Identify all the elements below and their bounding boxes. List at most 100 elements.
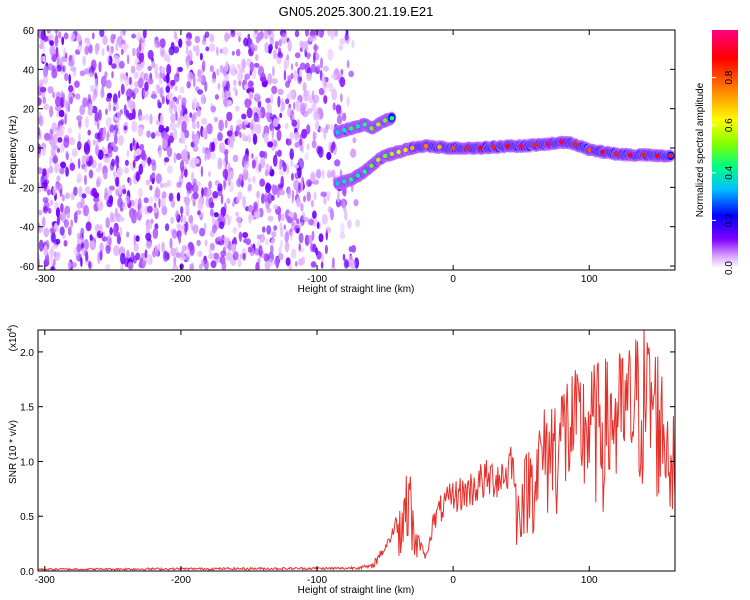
spectrogram-noise-cell	[263, 132, 269, 144]
spectrogram-noise-cell	[335, 104, 342, 112]
spectrogram-noise-cell	[55, 105, 61, 112]
spectrogram-noise-cell	[149, 196, 153, 204]
spectrogram-noise-cell	[144, 81, 149, 92]
spectrogram-noise-cell	[158, 124, 165, 133]
spectrogram-noise-cell	[139, 257, 144, 263]
spectrogram-noise-cell	[243, 119, 249, 126]
spectrogram-noise-cell	[105, 108, 108, 115]
spectrogram-noise-cell	[49, 248, 54, 258]
spectrogram-noise-cell	[196, 120, 200, 129]
spectrogram-ridge-point	[641, 152, 646, 158]
spectrogram-noise-cell	[205, 149, 211, 160]
spectrogram-noise-cell	[69, 162, 76, 171]
spectrogram-noise-cell	[258, 163, 262, 172]
spectrogram-noise-cell	[135, 174, 141, 181]
spectrogram-noise-cell	[120, 252, 126, 265]
spectrogram-noise-cell	[73, 186, 78, 196]
spectrogram-noise-cell	[143, 197, 149, 204]
spectrogram-noise-cell	[120, 83, 125, 95]
spectrogram-noise-cell	[239, 131, 242, 139]
spectrogram-noise-cell	[105, 79, 112, 89]
spectrogram-noise-cell	[235, 125, 240, 136]
spectrogram-noise-cell	[177, 66, 183, 72]
spectrogram-noise-cell	[132, 255, 137, 264]
spectrogram-noise-cell	[43, 55, 46, 63]
spectrogram-noise-cell	[197, 199, 204, 211]
spectrogram-noise-cell	[350, 148, 357, 158]
spectrogram-noise-cell	[232, 86, 237, 92]
spectrogram-noise-cell	[85, 250, 89, 262]
spectrogram-noise-cell	[248, 213, 252, 224]
spectrogram-noise-cell	[278, 170, 285, 176]
snr-y-label: SNR (10 * v/v)	[8, 420, 19, 484]
spectrogram-noise-cell	[44, 254, 50, 265]
spectrogram-noise-cell	[84, 116, 89, 128]
spectrogram-noise-cell	[39, 43, 44, 50]
spectrogram-noise-cell	[326, 151, 332, 161]
spectrogram-noise-cell	[139, 143, 145, 151]
spectrogram-noise-cell	[136, 63, 143, 72]
spectrogram-ridge-point	[396, 149, 401, 155]
spectrogram-noise-cell	[344, 210, 348, 221]
spectrogram-noise-cell	[186, 80, 191, 89]
spectrogram-noise-cell	[306, 143, 310, 151]
spectrogram-ridge-point	[627, 152, 633, 158]
spectrogram-noise-cell	[205, 46, 210, 52]
spectrogram-noise-cell	[265, 182, 271, 194]
snr-x-tick-label: -300	[35, 575, 55, 586]
spectrogram-noise-cell	[193, 111, 198, 120]
spectrogram-noise-cell	[301, 211, 306, 220]
spectrogram-ridge-point	[389, 116, 395, 121]
spectrogram-noise-cell	[227, 137, 234, 148]
spectrogram-noise-cell	[211, 78, 217, 84]
spectrogram-ridge-point	[389, 151, 395, 157]
spectrogram-noise-cell	[229, 64, 237, 76]
spectrogram-noise-cell	[59, 143, 65, 153]
spectrogram-noise-cell	[176, 223, 181, 229]
spectrogram-noise-cell	[213, 116, 219, 123]
spectrogram-noise-cell	[238, 231, 243, 243]
spectrogram-noise-cell	[294, 142, 300, 148]
spectrogram-noise-cell	[308, 218, 314, 226]
spectrogram-noise-cell	[86, 39, 91, 47]
spectrogram-noise-cell	[277, 189, 280, 199]
snr-plot-area	[38, 330, 675, 571]
spectrogram-noise-cell	[67, 226, 72, 236]
snr-y-tick-label: 0.5	[20, 512, 34, 523]
spectrogram-noise-cell	[58, 58, 63, 64]
spectrogram-noise-cell	[150, 218, 154, 224]
spectrogram-noise-cell	[133, 234, 136, 246]
snr-x-tick-label: -200	[171, 575, 191, 586]
spectrogram-noise-cell	[200, 165, 204, 178]
spectrogram-noise-cell	[95, 143, 99, 156]
spectrogram-noise-cell	[89, 234, 93, 241]
spectrogram-noise-cell	[204, 31, 210, 38]
spectrogram-noise-cell	[299, 62, 306, 70]
spectrogram-noise-cell	[118, 90, 121, 99]
spectrogram-noise-cell	[226, 130, 233, 137]
spectrogram-noise-cell	[325, 125, 329, 134]
spectrogram-noise-cell	[178, 94, 182, 100]
spectrogram-noise-cell	[214, 94, 219, 100]
spectrogram-noise-cell	[66, 212, 70, 219]
spectrogram-noise-cell	[317, 64, 321, 71]
spectrogram-noise-cell	[83, 204, 89, 217]
spectrogram-noise-cell	[178, 115, 184, 121]
spectrogram-noise-cell	[94, 43, 99, 55]
spectrogram-noise-cell	[138, 163, 143, 175]
spectrogram-noise-cell	[280, 106, 283, 113]
spectrogram-noise-cell	[294, 30, 300, 38]
spectrogram-noise-cell	[279, 158, 282, 171]
spectrogram-noise-cell	[286, 75, 292, 81]
spectrogram-noise-cell	[219, 220, 225, 230]
spectrogram-noise-cell	[100, 87, 105, 99]
spectrogram-x-label: Height of straight line (km)	[298, 284, 415, 295]
spectrogram-noise-cell	[290, 231, 293, 242]
spectrogram-noise-cell	[116, 167, 123, 176]
spectrogram-noise-cell	[85, 221, 92, 232]
colorbar-tick-label: 0.2	[724, 213, 735, 227]
spectrogram-noise-cell	[137, 197, 142, 210]
spectrogram-noise-cell	[192, 191, 199, 200]
spectrogram-noise-cell	[117, 129, 121, 135]
spectrogram-noise-cell	[210, 105, 216, 113]
